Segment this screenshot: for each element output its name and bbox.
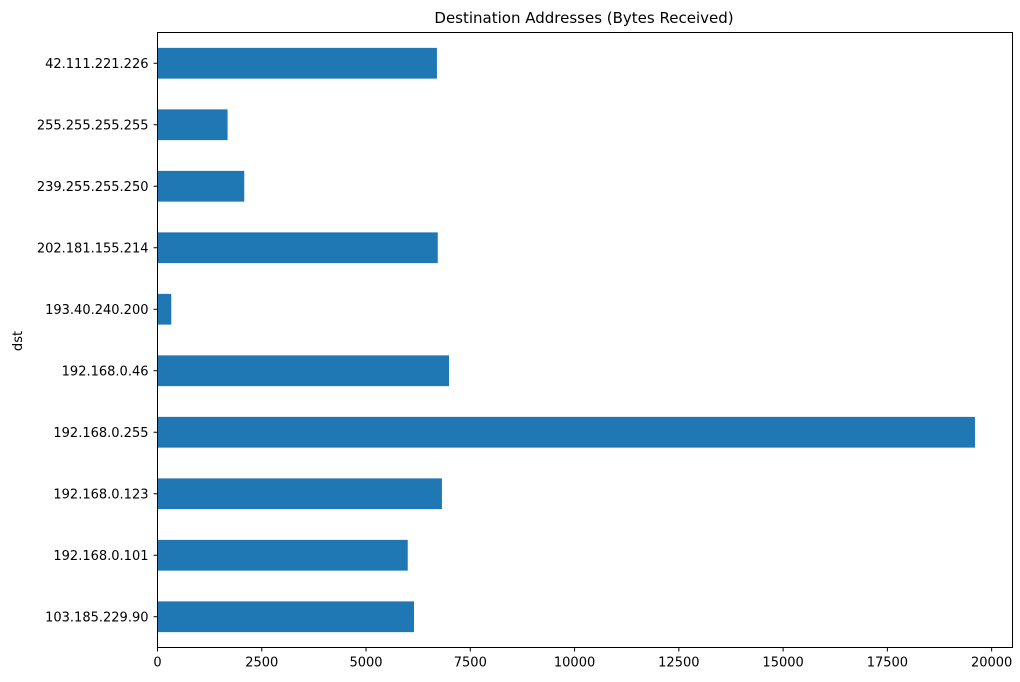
y-tick-labels: 103.185.229.90 192.168.0.101 192.168.0.123… xyxy=(37,57,158,625)
x-tick-label: 5000 xyxy=(349,656,382,671)
bar-192.168.0.255 xyxy=(157,416,975,448)
x-tick-label: 2500 xyxy=(245,656,278,671)
x-tick-label: 20000 xyxy=(971,656,1012,671)
y-tick-label: 192.168.0.123 xyxy=(53,487,148,502)
y-tick-label: 255.255.255.255 xyxy=(37,118,149,133)
y-tick-label: 103.185.229.90 xyxy=(45,610,148,625)
y-tick-label: 193.40.240.200 xyxy=(45,303,148,318)
y-tick-label: 239.255.255.250 xyxy=(37,180,149,195)
x-ticks: 0 2500 5000 7500 10000 12500 15000 17500 20000 xyxy=(153,647,1012,671)
bars-group xyxy=(157,47,975,633)
bar-193.40.240.200 xyxy=(157,293,172,325)
x-tick-label: 0 xyxy=(153,656,161,671)
x-tick-label: 17500 xyxy=(867,656,908,671)
x-tick-label: 12500 xyxy=(658,656,699,671)
bar-192.168.0.101 xyxy=(157,539,408,571)
y-tick-label: 202.181.155.214 xyxy=(37,241,149,256)
y-tick-label: 192.168.0.255 xyxy=(53,426,148,441)
bar-192.168.0.123 xyxy=(157,478,442,510)
y-tick-label: 192.168.0.46 xyxy=(62,364,149,379)
y-tick-label: 42.111.221.226 xyxy=(45,57,148,72)
bar-42.111.221.226 xyxy=(157,47,437,79)
x-tick-label: 10000 xyxy=(554,656,595,671)
x-tick-label: 15000 xyxy=(762,656,803,671)
plot-frame xyxy=(157,32,1013,648)
bar-255.255.255.255 xyxy=(157,109,228,141)
y-axis-label: dst xyxy=(11,331,26,351)
y-tick-label: 192.168.0.101 xyxy=(53,549,148,564)
x-tick-label: 7500 xyxy=(454,656,487,671)
chart-title: Destination Addresses (Bytes Received) xyxy=(434,9,733,27)
bar-192.168.0.46 xyxy=(157,355,450,387)
bar-103.185.229.90 xyxy=(157,601,414,633)
bar-202.181.155.214 xyxy=(157,232,438,264)
bar-239.255.255.250 xyxy=(157,170,245,202)
